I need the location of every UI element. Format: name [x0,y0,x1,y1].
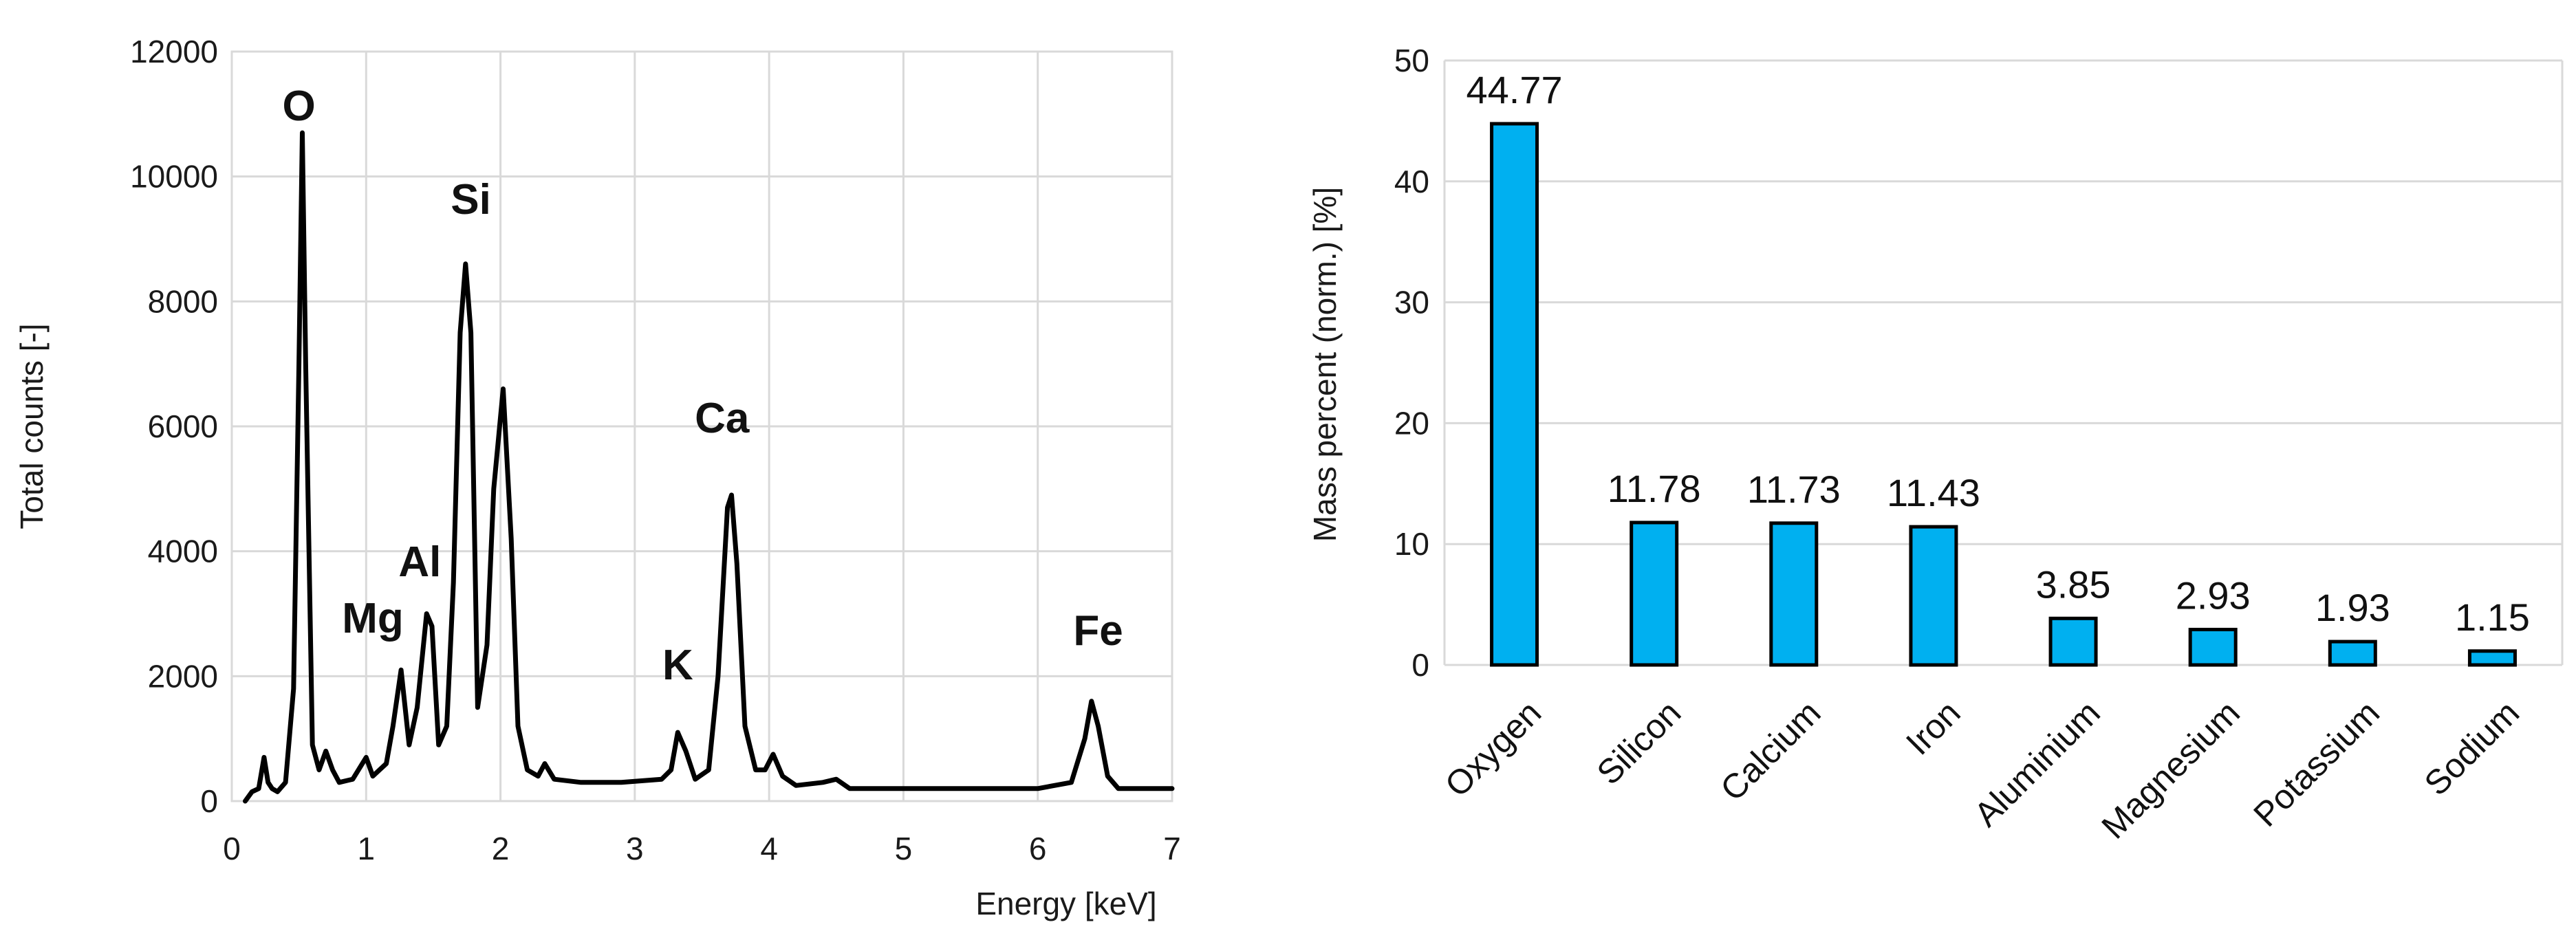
peak-label-k: K [662,642,693,689]
spectrum-chart: 0 2000 4000 6000 8000 10000 12000 0 1 2 3 4 5 6 7 O Si… [14,34,1181,921]
spectrum-x-tick-1: 1 [357,831,375,866]
peak-label-si: Si [451,176,491,223]
bar-y-tick-0: 0 [1411,647,1429,683]
spectrum-x-tick-6: 6 [1029,831,1047,866]
bar-y-tick-10: 10 [1394,526,1429,562]
spectrum-x-tick-2: 2 [492,831,510,866]
peak-label-ca: Ca [695,395,750,442]
bar-potassium [2328,640,2377,667]
bar-value-aluminium: 3.85 [2036,562,2111,606]
bar-value-magnesium: 2.93 [2176,573,2251,617]
bar-y-tick-50: 50 [1394,43,1429,78]
bar-category-aluminium: Aluminium [1967,693,2108,834]
spectrum-x-tick-labels: 0 1 2 3 4 5 6 7 [223,831,1181,866]
bar-sodium [2467,649,2517,667]
spectrum-x-axis-title: Energy [keV] [975,886,1156,921]
bar-category-oxygen: Oxygen [1438,693,1548,804]
bar-value-potassium: 1.93 [2315,586,2390,629]
bar-category-magnesium: Magnesium [2095,693,2247,846]
bar-iron [1909,525,1958,667]
bar-category-calcium: Calcium [1713,693,1828,808]
spectrum-y-tick-0: 0 [200,783,218,819]
bar-category-labels: Oxygen Silicon Calcium IronAluminiumMagnesi… [1438,693,2526,846]
bar-value-labels: 44.77 11.78 11.73 11.43 3.85 2.93 1.93 1.15 [1466,68,2529,639]
spectrum-y-tick-12000: 12000 [130,34,218,69]
bar-oxygen [1490,122,1539,667]
spectrum-x-tick-5: 5 [895,831,913,866]
bar-category-iron: Iron [1898,693,1968,763]
bar-value-iron: 11.43 [1887,471,1980,514]
bar-category-potassium: Potassium [2246,693,2387,834]
bar-magnesium [2188,627,2238,667]
peak-label-mg: Mg [342,595,404,642]
spectrum-x-tick-7: 7 [1163,831,1181,866]
bar-category-silicon: Silicon [1590,693,1689,792]
spectrum-y-axis-title: Total counts [-] [14,323,50,529]
peak-label-fe: Fe [1073,607,1123,655]
bar-series [1490,122,2517,667]
bar-y-tick-20: 20 [1394,405,1429,441]
peak-label-o: O [283,83,316,130]
bar-y-axis-title: Mass percent (norm.) [%] [1307,187,1343,542]
mass-percent-chart: 0 10 20 30 40 50 44.77 11.78 11.73 11.43 3.85 2.93… [1307,43,2564,846]
peak-label-al: Al [398,538,441,586]
spectrum-peak-labels: O Si Al Mg Ca K Fe [283,83,1123,689]
spectrum-x-tick-4: 4 [760,831,778,866]
bar-silicon [1630,521,1679,667]
bar-y-tick-labels: 0 10 20 30 40 50 [1394,43,1429,683]
bar-value-silicon: 11.78 [1608,467,1701,510]
bar-value-sodium: 1.15 [2455,595,2530,639]
bar-gridlines [1443,59,2564,666]
bar-y-tick-40: 40 [1394,164,1429,199]
spectrum-x-tick-0: 0 [223,831,241,866]
spectrum-y-tick-6000: 6000 [148,408,218,444]
spectrum-y-tick-2000: 2000 [148,658,218,694]
bar-calcium [1769,521,1819,667]
bar-aluminium [2048,616,2098,667]
spectrum-y-tick-4000: 4000 [148,534,218,569]
spectrum-line [243,130,1175,804]
spectrum-y-tick-labels: 0 2000 4000 6000 8000 10000 12000 [130,34,218,819]
bar-y-tick-30: 30 [1394,285,1429,320]
spectrum-y-tick-10000: 10000 [130,159,218,195]
spectrum-x-tick-3: 3 [626,831,644,866]
bar-value-oxygen: 44.77 [1466,68,1562,111]
spectrum-y-tick-8000: 8000 [148,283,218,319]
bar-value-calcium: 11.73 [1747,468,1841,511]
bar-category-sodium: Sodium [2417,693,2526,802]
